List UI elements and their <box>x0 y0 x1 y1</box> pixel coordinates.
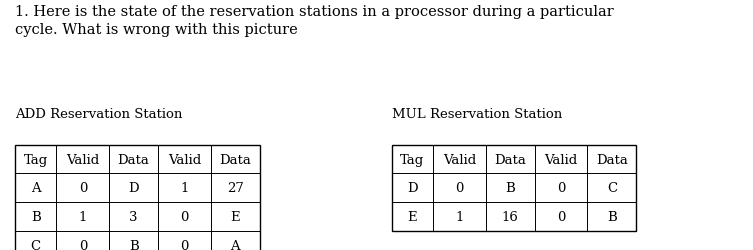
Text: 0: 0 <box>556 210 566 223</box>
Text: E: E <box>407 210 417 223</box>
Text: 0: 0 <box>78 239 87 250</box>
Text: A: A <box>230 239 240 250</box>
Bar <box>392 145 636 231</box>
Text: B: B <box>31 210 41 223</box>
Text: E: E <box>230 210 240 223</box>
Text: 0: 0 <box>180 239 189 250</box>
Text: Valid: Valid <box>168 153 201 166</box>
Text: C: C <box>31 239 41 250</box>
Text: D: D <box>128 182 139 194</box>
Text: 27: 27 <box>227 182 244 194</box>
Bar <box>15 145 260 250</box>
Text: ADD Reservation Station: ADD Reservation Station <box>15 108 182 120</box>
Text: D: D <box>407 182 418 194</box>
Text: Tag: Tag <box>400 153 425 166</box>
Text: Data: Data <box>596 153 628 166</box>
Text: MUL Reservation Station: MUL Reservation Station <box>392 108 562 120</box>
Text: 0: 0 <box>78 182 87 194</box>
Text: Tag: Tag <box>23 153 48 166</box>
Text: 1: 1 <box>78 210 87 223</box>
Text: Valid: Valid <box>66 153 99 166</box>
Text: B: B <box>505 182 515 194</box>
Text: 0: 0 <box>180 210 189 223</box>
Text: Valid: Valid <box>443 153 476 166</box>
Text: C: C <box>607 182 617 194</box>
Text: Data: Data <box>117 153 150 166</box>
Text: Data: Data <box>494 153 526 166</box>
Text: 1: 1 <box>180 182 189 194</box>
Text: A: A <box>31 182 41 194</box>
Text: B: B <box>607 210 617 223</box>
Text: 16: 16 <box>501 210 519 223</box>
Text: 1: 1 <box>455 210 464 223</box>
Text: 0: 0 <box>556 182 566 194</box>
Text: 0: 0 <box>455 182 464 194</box>
Text: 1. Here is the state of the reservation stations in a processor during a particu: 1. Here is the state of the reservation … <box>15 5 614 37</box>
Text: 3: 3 <box>130 210 138 223</box>
Text: Valid: Valid <box>544 153 578 166</box>
Text: Data: Data <box>219 153 252 166</box>
Text: B: B <box>129 239 139 250</box>
